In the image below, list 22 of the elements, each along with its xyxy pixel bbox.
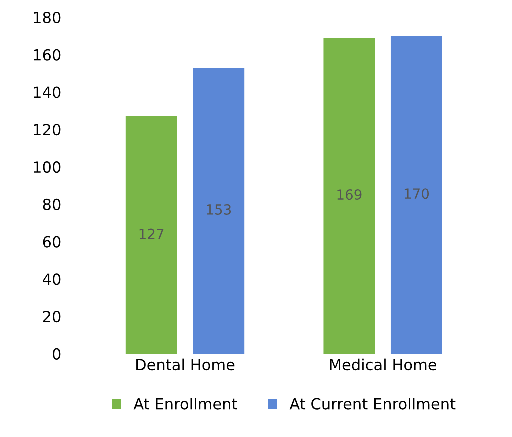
y-tick-label: 60 [43, 236, 61, 248]
y-tick-label: 120 [34, 124, 61, 136]
data-label: 153 [207, 204, 232, 215]
legend-label: At Current Enrollment [290, 398, 456, 410]
y-tick-label: 160 [34, 49, 61, 61]
bar [390, 36, 442, 354]
y-tick-label: 100 [34, 161, 61, 174]
x-tick-label: Medical Home [330, 358, 437, 371]
bar [126, 116, 178, 354]
bar [324, 38, 376, 354]
x-tick-label: Dental Home [136, 358, 235, 371]
data-label: 169 [338, 190, 362, 200]
bar [193, 68, 245, 354]
y-tick-label: 0 [52, 348, 61, 360]
y-tick-label: 180 [34, 12, 61, 24]
y-tick-label: 40 [43, 274, 61, 286]
y-tick-label: 20 [43, 311, 61, 323]
y-tick-label: 140 [34, 86, 61, 98]
y-tick-label: 80 [43, 198, 61, 210]
legend-label: At Enrollment [134, 398, 238, 410]
data-label: 170 [404, 188, 430, 200]
data-label: 127 [140, 228, 164, 240]
